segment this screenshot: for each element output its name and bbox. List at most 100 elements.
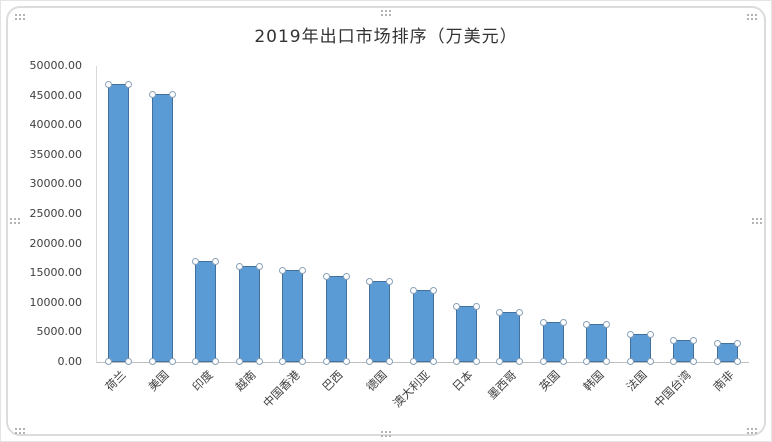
selection-handle (429, 358, 437, 365)
selection-handle (255, 358, 263, 365)
y-axis: 50000.00 45000.00 40000.00 35000.00 30000.00… (8, 59, 90, 371)
selection-handle (733, 358, 741, 365)
selection-handle (299, 358, 307, 365)
selection-handle (583, 321, 591, 328)
bar-德国[interactable] (366, 278, 394, 365)
selection-handle (583, 358, 591, 365)
bar-澳大利亚[interactable] (409, 287, 437, 365)
resize-handle-middle-right[interactable] (752, 218, 754, 220)
plot-area (96, 66, 749, 365)
x-axis: 荷兰 美国 印度 越南 中国香港 巴西 德国 澳大利亚 日本 墨西哥 英国 韩国 法国 中国台湾 南非 (96, 363, 748, 435)
y-tick-label: 20000.00 (29, 236, 83, 250)
bar-巴西[interactable] (322, 273, 350, 365)
x-axis-label: 英国 (536, 367, 563, 394)
selection-handle (713, 358, 721, 365)
selection-handle (713, 340, 721, 347)
y-tick-label: 10000.00 (29, 295, 83, 309)
selection-handle (670, 337, 678, 344)
selection-handle (322, 273, 330, 280)
bar-英国[interactable] (539, 319, 567, 365)
selection-handle (409, 287, 417, 294)
selection-handle (516, 309, 524, 316)
resize-handle-top-center[interactable] (381, 10, 383, 12)
y-tick-label: 50000.00 (29, 59, 83, 72)
y-tick-label: 15000.00 (29, 266, 83, 280)
selection-handle (366, 358, 374, 365)
selection-handle (496, 309, 504, 316)
selection-handle (452, 358, 460, 365)
selection-handle (646, 358, 654, 365)
selection-handle (212, 358, 220, 365)
selection-handle (168, 358, 176, 365)
selection-handle (322, 358, 330, 365)
y-tick-label: 45000.00 (29, 88, 83, 102)
bar-美国[interactable] (148, 91, 176, 365)
x-axis-label: 法国 (623, 367, 650, 394)
chart-frame[interactable]: 2019年出口市场排序（万美元） 50000.00 45000.00 40000.0… (6, 6, 766, 436)
y-tick-label: 5000.00 (36, 325, 83, 339)
selection-handle (496, 358, 504, 365)
x-axis-label: 荷兰 (102, 367, 129, 394)
selection-handle (559, 319, 567, 326)
selection-handle (148, 358, 156, 365)
selection-handle (342, 358, 350, 365)
x-axis-label: 德国 (362, 367, 390, 394)
resize-handle-top-left[interactable] (15, 14, 17, 16)
bar-荷兰[interactable] (105, 81, 133, 365)
x-axis-label: 南非 (710, 367, 737, 394)
x-axis-label: 澳大利亚 (390, 367, 433, 411)
bar-印度[interactable] (192, 258, 220, 365)
resize-handle-top-right[interactable] (747, 14, 749, 16)
selection-handle (646, 331, 654, 338)
selection-handle (472, 358, 480, 365)
bar-墨西哥[interactable] (496, 309, 524, 365)
x-axis-label: 印度 (189, 367, 216, 394)
bar-日本[interactable] (452, 303, 480, 365)
selection-handle (539, 319, 547, 326)
bar-中国香港[interactable] (279, 267, 307, 365)
x-axis-label: 美国 (145, 367, 172, 394)
selection-handle (472, 303, 480, 310)
y-tick-label: 25000.00 (29, 207, 83, 220)
selection-handle (366, 278, 374, 285)
selection-handle (626, 358, 634, 365)
selection-handle (168, 91, 176, 98)
y-tick-label: 30000.00 (29, 177, 83, 191)
x-axis-label: 墨西哥 (485, 367, 520, 403)
selection-handle (235, 358, 243, 365)
x-axis-label: 中国香港 (259, 367, 303, 411)
selection-handle (386, 358, 394, 365)
selection-handle (279, 358, 287, 365)
selection-handle (603, 321, 611, 328)
resize-handle-bottom-center[interactable] (381, 431, 383, 433)
x-axis-label: 巴西 (319, 367, 346, 394)
bar-南非[interactable] (713, 340, 741, 365)
selection-handle (105, 81, 113, 88)
selection-handle (452, 303, 460, 310)
selection-handle (125, 358, 133, 365)
y-tick-label: 0.00 (57, 355, 83, 368)
selection-handle (690, 358, 698, 365)
selection-handle (429, 287, 437, 294)
bar-韩国[interactable] (583, 321, 611, 365)
x-axis-label: 日本 (449, 367, 477, 394)
x-axis-label: 越南 (232, 367, 259, 394)
resize-handle-middle-left[interactable] (10, 218, 12, 220)
selection-handle (299, 267, 307, 274)
selection-handle (386, 278, 394, 285)
chart-title[interactable]: 2019年出口市场排序（万美元） (254, 27, 518, 47)
selection-handle (626, 331, 634, 338)
y-tick-label: 40000.00 (29, 118, 83, 132)
bar-法国[interactable] (626, 331, 654, 365)
resize-handle-bottom-right[interactable] (747, 428, 749, 430)
bar-越南[interactable] (235, 263, 263, 365)
resize-handle-bottom-left[interactable] (15, 428, 17, 430)
bar-中国台湾[interactable] (670, 337, 698, 365)
selection-handle (255, 263, 263, 270)
selection-handle (125, 81, 133, 88)
selection-handle (409, 358, 417, 365)
selection-handle (279, 267, 287, 274)
selection-handle (342, 273, 350, 280)
selection-handle (105, 358, 113, 365)
